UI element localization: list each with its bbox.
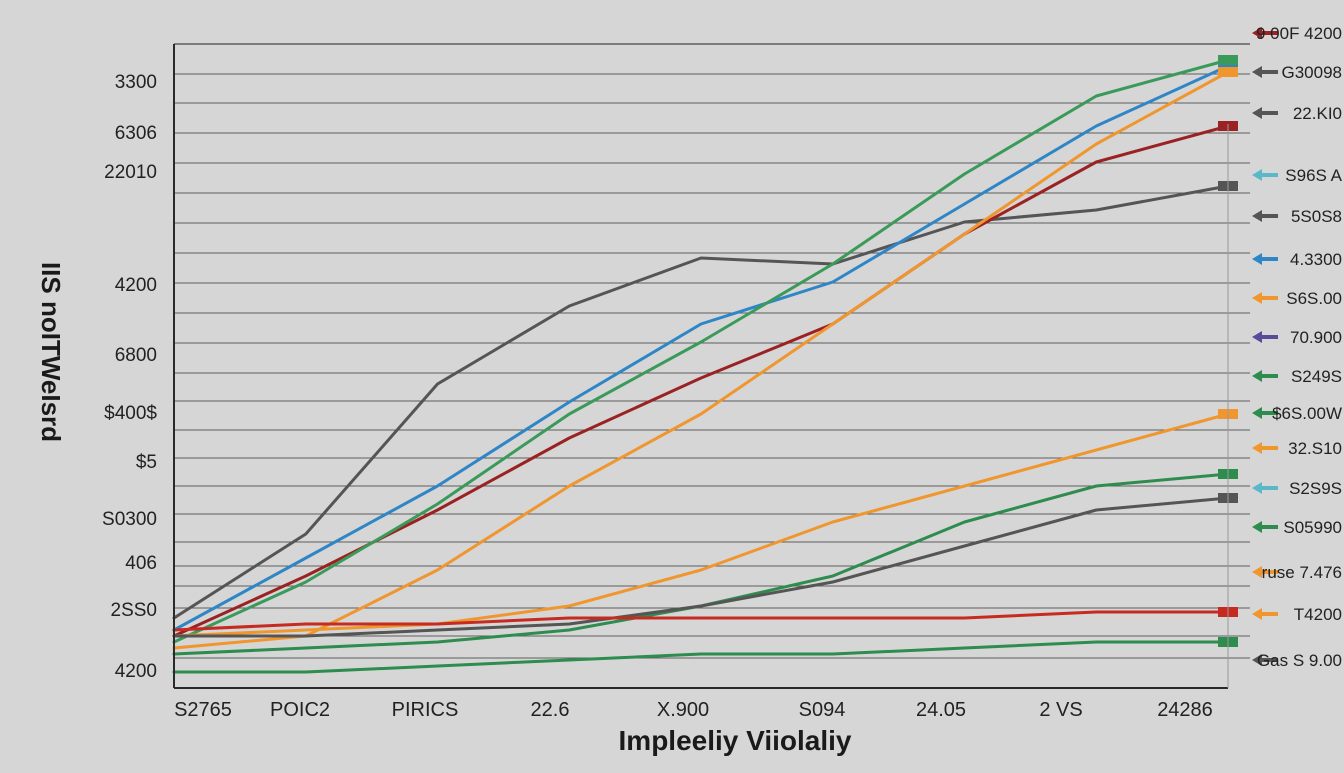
series-line-6 xyxy=(172,412,1230,638)
x-tick-label: 24286 xyxy=(1157,699,1213,721)
series-line-2 xyxy=(172,124,1230,638)
axes xyxy=(173,44,1229,689)
legend-arrow-icon xyxy=(1252,608,1262,620)
legend-arrow-icon xyxy=(1252,292,1262,304)
y-axis-title: IIS noITWeIsrd xyxy=(36,262,66,442)
series-line-1 xyxy=(172,184,1230,620)
legend-label: 4.3300 xyxy=(1290,250,1342,269)
series-line-5 xyxy=(172,70,1230,650)
legend-label: S96S A xyxy=(1285,166,1342,185)
grid-lines xyxy=(174,43,1250,659)
legend-arrow-icon xyxy=(1252,107,1262,119)
series-line-9 xyxy=(172,610,1230,632)
x-tick-label: S094 xyxy=(799,699,846,721)
y-tick-label: 2SS0 xyxy=(111,600,157,621)
x-tick-label: 24.05 xyxy=(916,699,966,721)
y-tick-label: 22010 xyxy=(104,162,157,183)
series-end-marker xyxy=(1218,61,1238,71)
x-tick-label: 22.6 xyxy=(531,699,570,721)
legend-arrow-icon xyxy=(1252,566,1262,578)
legend-arrow-icon xyxy=(1252,521,1262,533)
legend-label: ruse 7.476 xyxy=(1262,563,1342,582)
legend-arrow-icon xyxy=(1252,253,1262,265)
legend-label: S249S xyxy=(1291,367,1342,386)
y-tick-label: 3300 xyxy=(115,72,157,93)
legend-arrow-icon xyxy=(1252,66,1262,78)
x-tick-labels: S2765 POIC2 PIRICS 22.6 X.900 S094 24.05 2 VS 24… xyxy=(174,699,1213,721)
legend-label: $6S.00W xyxy=(1272,404,1342,423)
legend-label: G30098 xyxy=(1282,63,1343,82)
series-line-4 xyxy=(172,58,1230,644)
series-end-marker xyxy=(1218,55,1238,65)
y-tick-label: 6800 xyxy=(115,345,157,366)
legend-right: 9 00F 4200 G30098 22.KI0 S96S A 5S0S8 4.3300 S… xyxy=(1252,24,1343,670)
legend-label: 22.KI0 xyxy=(1293,104,1342,123)
y-tick-label: 6306 xyxy=(115,123,157,144)
series-end-marker xyxy=(1218,67,1238,77)
y-tick-label: $400$ xyxy=(104,403,157,424)
x-tick-label: PIRICS xyxy=(392,699,459,721)
legend-arrow-icon xyxy=(1252,482,1262,494)
legend-label: 5S0S8 xyxy=(1291,207,1342,226)
legend-label: T4200 xyxy=(1294,605,1342,624)
legend-arrow-icon xyxy=(1252,407,1262,419)
y-tick-label: 4200 xyxy=(115,661,157,682)
y-tick-label: S0300 xyxy=(102,509,157,530)
y-tick-label: 406 xyxy=(125,553,157,574)
x-axis-title: Impleeliy Viiolaliy xyxy=(619,725,852,756)
legend-arrow-icon xyxy=(1252,331,1262,343)
legend-arrow-icon xyxy=(1252,169,1262,181)
x-tick-label: 2 VS xyxy=(1039,699,1082,721)
x-tick-label: S2765 xyxy=(174,699,232,721)
y-tick-label: 4200 xyxy=(115,275,157,296)
series-lines xyxy=(172,55,1238,674)
legend-label: 70.900 xyxy=(1290,328,1342,347)
legend-label: Gas S 9.00 xyxy=(1257,651,1342,670)
series-line-8 xyxy=(172,496,1230,638)
x-tick-label: POIC2 xyxy=(270,699,330,721)
legend-label: 9 00F 4200 xyxy=(1256,24,1342,43)
legend-arrow-icon xyxy=(1252,210,1262,222)
legend-arrow-icon xyxy=(1252,370,1262,382)
series-line-3 xyxy=(172,64,1230,632)
y-tick-labels: 3300 6306 22010 4200 6800 $400$ $5 S0300 406 2SS0… xyxy=(102,72,157,682)
legend-label: S6S.00 xyxy=(1286,289,1342,308)
legend-label: S05990 xyxy=(1283,518,1342,537)
legend-label: S2S9S xyxy=(1289,479,1342,498)
legend-arrow-icon xyxy=(1252,27,1262,39)
x-tick-label: X.900 xyxy=(657,699,709,721)
legend-arrow-icon xyxy=(1252,654,1262,666)
y-tick-label: $5 xyxy=(136,452,157,473)
legend-arrow-icon xyxy=(1252,442,1262,454)
series-line-10 xyxy=(172,640,1230,674)
legend-label: 32.S10 xyxy=(1288,439,1342,458)
